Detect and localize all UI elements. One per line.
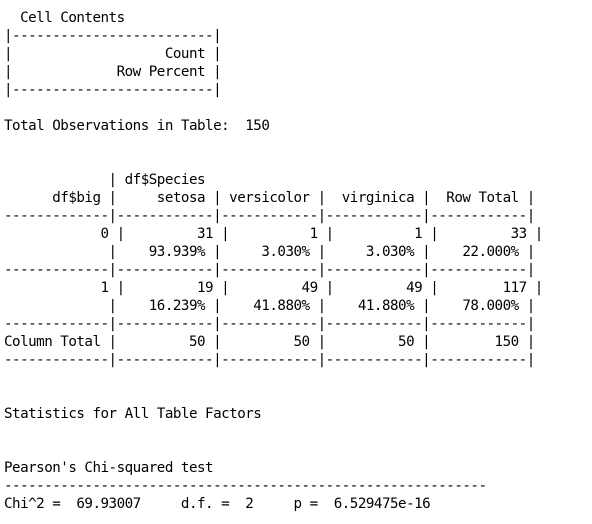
console-line: df$big | setosa | versicolor | virginica… [4,190,535,206]
console-line: 1 | 19 | 49 | 49 | 117 | [4,280,543,296]
console-line [4,441,543,459]
console-line: 0 | 31 | 1 | 1 | 33 | [4,226,543,242]
console-output: Cell Contents |-------------------------|… [4,9,543,513]
console-line: Cell Contents [4,10,125,26]
console-line: -------------|------------|------------|… [4,208,535,224]
console-line: Chi^2 = 69.93007 d.f. = 2 p = 6.529475e-… [4,496,431,512]
console-line: Column Total | 50 | 50 | 50 | 150 | [4,334,535,350]
console-line: -------------|------------|------------|… [4,352,535,368]
console-line: | Row Percent | [4,64,222,80]
console-line: | df$Species [4,172,206,188]
console-line [4,99,543,117]
console-line [4,387,543,405]
console-line: Statistics for All Table Factors [4,406,262,422]
console-line: |-------------------------| [4,82,222,98]
console-line [4,153,543,171]
console-line: | 93.939% | 3.030% | 3.030% | 22.000% | [4,244,536,260]
console-line: -------------|------------|------------|… [4,262,535,278]
console-line: Total Observations in Table: 150 [4,118,270,134]
console-line: |-------------------------| [4,28,222,44]
console-line [4,369,543,387]
console-line: | 16.239% | 41.880% | 41.880% | 78.000% … [4,298,536,314]
console-line: -------------|------------|------------|… [4,316,535,332]
console-line: Pearson's Chi-squared test [4,460,214,476]
console-line: | Count | [4,46,222,62]
console-line: ----------------------------------------… [4,478,487,494]
console-line [4,423,543,441]
console-line [4,135,543,153]
